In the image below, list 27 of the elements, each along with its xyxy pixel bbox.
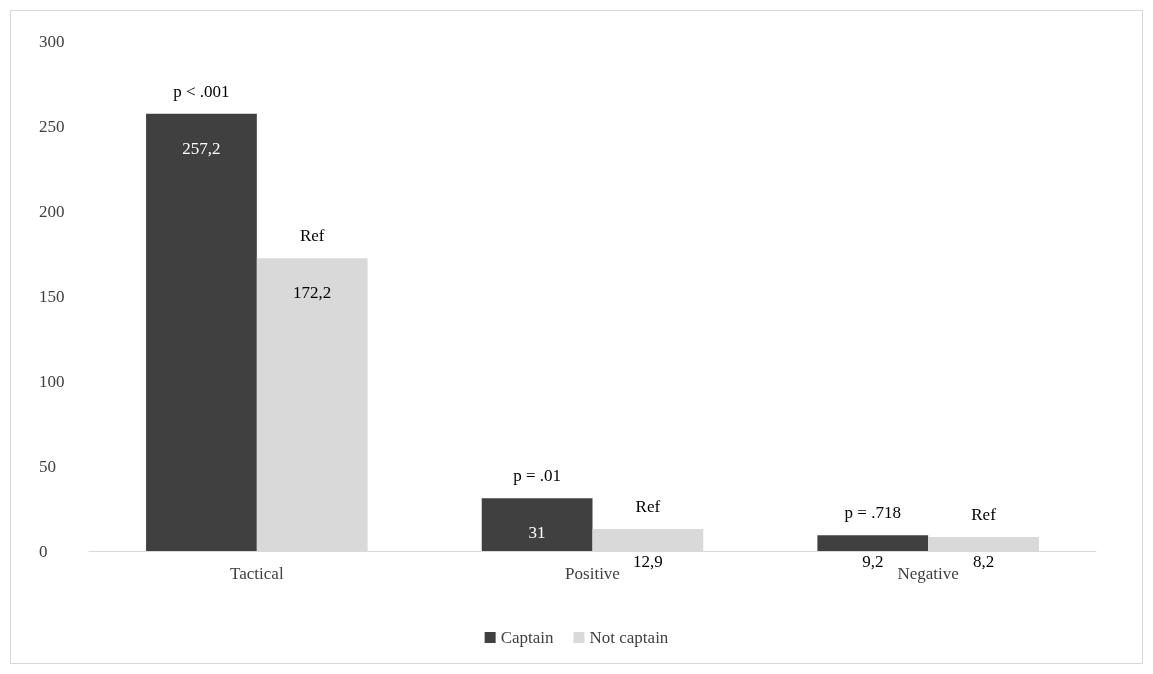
annotation: Ref bbox=[971, 505, 997, 525]
annotation: p < .001 bbox=[173, 81, 230, 101]
annotation: Ref bbox=[299, 226, 325, 246]
legend-label: Captain bbox=[500, 628, 555, 647]
x-tick-label: Tactical bbox=[230, 564, 284, 583]
data-label: 8,2 bbox=[972, 552, 995, 571]
annotation: p = .01 bbox=[513, 466, 562, 486]
bar bbox=[146, 113, 257, 551]
data-label: 12,9 bbox=[633, 552, 663, 571]
y-tick-label: 0 bbox=[39, 541, 48, 561]
bar bbox=[817, 535, 929, 551]
y-tick-label: 100 bbox=[39, 371, 65, 391]
y-tick-label: 250 bbox=[39, 116, 65, 136]
y-tick-label: 50 bbox=[39, 456, 56, 476]
annotation: p = .718 bbox=[844, 503, 901, 523]
y-tick-label: 150 bbox=[39, 286, 65, 306]
data-label: 31 bbox=[528, 523, 546, 543]
y-tick-label: 200 bbox=[39, 201, 65, 221]
bar bbox=[481, 498, 593, 551]
legend-label: Not captain bbox=[589, 628, 669, 647]
data-label: 172,2 bbox=[293, 283, 332, 303]
y-tick-label: 300 bbox=[39, 31, 65, 51]
data-label: 257,2 bbox=[182, 138, 221, 158]
data-label: 9,2 bbox=[862, 552, 884, 571]
x-tick-label: Negative bbox=[897, 564, 959, 583]
x-tick-label: Positive bbox=[565, 564, 620, 583]
annotation: Ref bbox=[635, 497, 661, 517]
